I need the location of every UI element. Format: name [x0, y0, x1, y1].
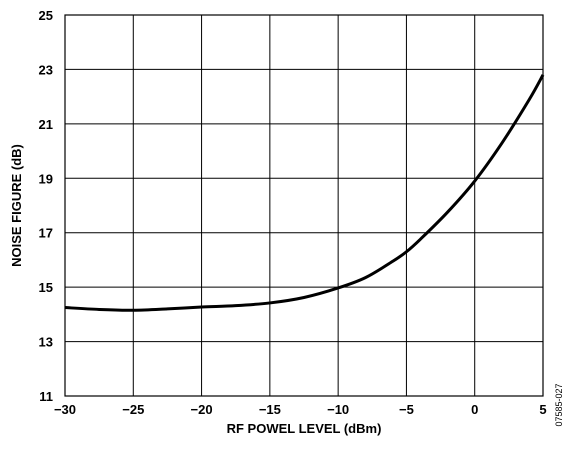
y-tick-label: 17	[39, 226, 53, 241]
y-axis-title: NOISE FIGURE (dB)	[9, 144, 24, 267]
y-tick-label: 25	[39, 8, 53, 23]
series-layer	[64, 74, 545, 312]
x-axis-title: RF POWEL LEVEL (dBm)	[227, 421, 382, 436]
x-tick-label: 5	[539, 402, 546, 417]
x-tick-label: −10	[327, 402, 349, 417]
y-tick-label: 11	[39, 389, 53, 404]
y-tick-label: 23	[39, 62, 53, 77]
noise-figure-series-line	[64, 74, 545, 312]
x-tick-label: −15	[259, 402, 281, 417]
x-tick-label: 0	[471, 402, 478, 417]
y-tick-label: 13	[39, 335, 53, 350]
figure-id: 07585-027	[554, 383, 564, 426]
tick-labels: −30 −25 −20 −15 −10 −5 0 5 11 13 15 17 19 21 23 25	[39, 8, 547, 417]
y-tick-label: 15	[39, 280, 53, 295]
x-tick-label: −25	[122, 402, 144, 417]
grid-lines	[64, 14, 544, 397]
x-tick-label: −20	[191, 402, 213, 417]
x-tick-label: −5	[399, 402, 414, 417]
plot-frame	[64, 14, 544, 397]
y-tick-label: 21	[39, 117, 53, 132]
y-tick-label: 19	[39, 171, 53, 186]
x-tick-label: −30	[54, 402, 76, 417]
